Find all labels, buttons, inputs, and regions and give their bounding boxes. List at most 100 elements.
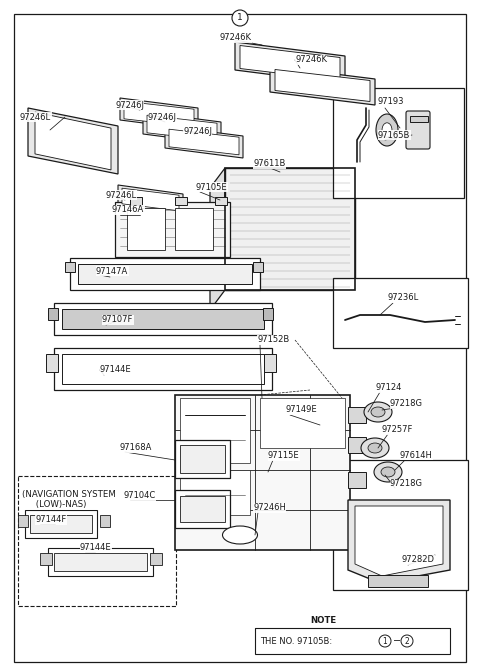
- Bar: [215, 197, 227, 205]
- Polygon shape: [35, 112, 111, 170]
- Polygon shape: [169, 129, 239, 155]
- Text: 97105E: 97105E: [196, 183, 228, 192]
- Text: 97146A: 97146A: [112, 206, 144, 214]
- Text: 97246J: 97246J: [183, 126, 212, 136]
- Bar: [65, 262, 75, 272]
- Ellipse shape: [376, 114, 398, 146]
- Bar: [48, 548, 153, 576]
- Polygon shape: [165, 126, 243, 158]
- Circle shape: [232, 10, 248, 26]
- Ellipse shape: [364, 402, 392, 422]
- Bar: [175, 197, 187, 205]
- Bar: [62, 309, 264, 329]
- Circle shape: [401, 635, 413, 647]
- Bar: [333, 460, 468, 590]
- Polygon shape: [240, 46, 340, 81]
- Text: 97246J: 97246J: [115, 101, 144, 110]
- Text: NOTE: NOTE: [310, 616, 336, 625]
- Ellipse shape: [371, 407, 385, 417]
- Bar: [348, 472, 366, 488]
- Text: 2: 2: [405, 636, 409, 646]
- Bar: [264, 354, 276, 372]
- Text: 97152B: 97152B: [257, 335, 289, 345]
- Ellipse shape: [368, 443, 382, 453]
- Bar: [54, 348, 272, 390]
- Bar: [368, 575, 428, 587]
- Text: THE NO. 97105B:: THE NO. 97105B:: [260, 636, 332, 646]
- Bar: [54, 303, 272, 335]
- Text: 97614H: 97614H: [400, 450, 433, 460]
- Bar: [180, 445, 225, 473]
- Text: −: −: [393, 636, 401, 646]
- Ellipse shape: [381, 467, 395, 477]
- Polygon shape: [122, 188, 179, 211]
- Bar: [333, 88, 464, 198]
- Text: 97147A: 97147A: [96, 267, 128, 276]
- Polygon shape: [270, 66, 375, 105]
- Text: 97257F: 97257F: [382, 425, 413, 435]
- Bar: [18, 476, 176, 606]
- Bar: [100, 515, 110, 527]
- Bar: [175, 490, 230, 528]
- Text: 97193: 97193: [378, 97, 405, 106]
- Bar: [48, 308, 58, 320]
- Text: 97246L: 97246L: [20, 112, 51, 122]
- Polygon shape: [118, 185, 183, 214]
- Bar: [62, 354, 264, 384]
- Text: 97218G: 97218G: [390, 399, 423, 409]
- Polygon shape: [28, 108, 118, 174]
- Text: 97168A: 97168A: [120, 444, 152, 452]
- Bar: [180, 496, 225, 522]
- Text: 97246K: 97246K: [295, 56, 327, 65]
- Bar: [255, 628, 450, 654]
- Ellipse shape: [382, 123, 392, 137]
- Bar: [70, 258, 260, 290]
- Text: 97218G: 97218G: [390, 480, 423, 489]
- Text: (NAVIGATION SYSTEM
     (LOW)-NAS): (NAVIGATION SYSTEM (LOW)-NAS): [22, 490, 116, 509]
- Bar: [127, 208, 165, 250]
- Text: 97246L: 97246L: [105, 190, 136, 200]
- Circle shape: [379, 635, 391, 647]
- Bar: [78, 264, 252, 284]
- Polygon shape: [355, 506, 443, 576]
- Text: 97144F: 97144F: [35, 515, 66, 525]
- Bar: [348, 437, 366, 453]
- Bar: [180, 398, 250, 463]
- Bar: [30, 515, 92, 533]
- Text: 97282D: 97282D: [402, 556, 435, 564]
- Bar: [175, 395, 350, 550]
- Polygon shape: [124, 101, 194, 127]
- Text: 1: 1: [237, 13, 243, 22]
- Ellipse shape: [361, 438, 389, 458]
- Text: 97107F: 97107F: [102, 315, 133, 325]
- Bar: [263, 308, 273, 320]
- FancyBboxPatch shape: [406, 111, 430, 149]
- Bar: [130, 197, 142, 205]
- Text: 97144E: 97144E: [80, 544, 112, 552]
- Bar: [180, 470, 250, 515]
- Bar: [115, 202, 230, 257]
- Text: 97165B: 97165B: [378, 130, 410, 140]
- Bar: [175, 208, 213, 250]
- Text: 97236L: 97236L: [388, 294, 419, 302]
- Ellipse shape: [223, 526, 257, 544]
- Bar: [410, 116, 428, 122]
- Text: 97611B: 97611B: [253, 159, 286, 169]
- Polygon shape: [275, 69, 370, 101]
- Polygon shape: [348, 500, 450, 583]
- Polygon shape: [147, 115, 217, 141]
- Text: 97246K: 97246K: [220, 34, 252, 42]
- Ellipse shape: [374, 462, 402, 482]
- Bar: [333, 278, 468, 348]
- Text: 97246J: 97246J: [148, 114, 177, 122]
- Bar: [18, 515, 28, 527]
- Bar: [253, 262, 263, 272]
- Polygon shape: [225, 168, 355, 290]
- Bar: [54, 553, 147, 571]
- Bar: [150, 553, 162, 565]
- Polygon shape: [235, 42, 345, 84]
- Bar: [348, 407, 366, 423]
- Text: 97124: 97124: [376, 384, 402, 392]
- Polygon shape: [210, 168, 225, 310]
- Bar: [260, 398, 345, 448]
